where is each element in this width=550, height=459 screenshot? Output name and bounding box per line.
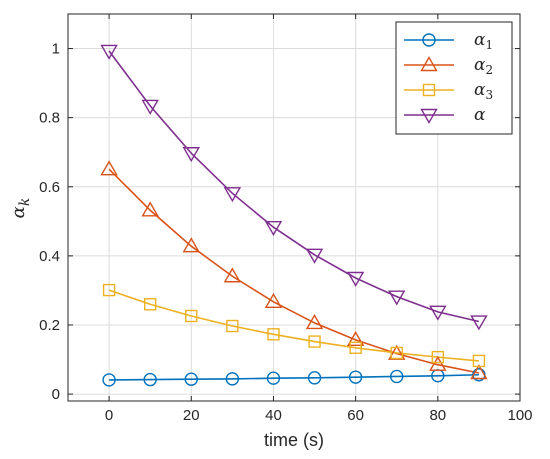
series-line-2 [108,168,480,374]
data-point-series-3 [143,298,157,311]
data-point-series-4 [100,44,118,60]
y-tick-label: 0 [52,386,60,403]
data-point-series-3 [185,309,198,323]
y-tick-label: 0.4 [39,248,60,265]
legend-label-2: α2 [474,55,493,77]
data-point-series-3 [308,335,321,348]
y-axis: 0 0.2 0.4 0.6 0.8 1 [39,41,520,403]
x-axis: 0 20 40 60 80 100 [105,14,533,424]
series-markers [100,44,488,387]
data-point-series-4 [182,147,200,163]
data-point-series-2 [429,355,447,371]
y-axis-title-sub: k [17,198,33,206]
data-point-series-1 [390,369,404,384]
x-tick-label: 20 [183,407,200,424]
legend-marker-1 [422,33,436,47]
series-line-3 [108,289,479,362]
data-point-series-4 [141,99,159,115]
data-point-series-1 [266,371,281,385]
data-point-series-1 [143,372,157,387]
x-axis-title: time (s) [264,430,324,450]
data-point-series-1 [348,370,363,384]
data-point-series-3 [267,328,280,341]
legend-label-3: α3 [474,80,493,102]
data-point-series-3 [226,319,239,333]
legend-label-sub: 3 [485,88,493,102]
legend-marker-2 [420,56,438,72]
data-point-series-4 [223,187,242,203]
legend-label-4: α [474,105,486,125]
x-tick-label: 80 [429,407,446,424]
series-line-4 [108,50,480,323]
data-point-series-3 [102,283,116,297]
legend-box [395,21,513,135]
data-point-series-4 [305,248,324,264]
legend-label-main: α [474,30,486,50]
legend-label-sub: 2 [485,63,493,77]
data-point-series-4 [388,290,406,306]
data-point-series-4 [346,271,365,287]
y-axis-title-main: α [8,206,29,218]
data-point-series-2 [305,314,324,330]
legend-marker-3 [422,83,436,97]
data-point-series-3 [349,341,362,354]
data-point-series-2 [100,160,118,176]
data-point-series-2 [470,364,488,380]
data-point-series-3 [472,354,486,368]
data-point-series-2 [182,237,200,253]
data-point-series-2 [346,330,365,347]
legend-label-sub: 1 [485,38,493,52]
legend-marker-4 [420,108,438,124]
data-point-series-2 [264,292,283,309]
legend-label-main: α [474,105,486,125]
data-point-series-3 [431,350,445,364]
y-tick-label: 0.2 [39,317,60,334]
data-point-series-1 [307,371,322,385]
x-tick-label: 100 [507,407,532,424]
y-tick-label: 0.8 [39,110,60,127]
data-point-series-2 [141,201,159,217]
y-tick-label: 0.6 [39,179,60,196]
x-tick-label: 60 [347,407,364,424]
data-point-series-1 [225,372,240,386]
legend-label-main: α [474,55,486,75]
data-point-series-1 [102,373,116,387]
series-lines [108,50,480,381]
data-point-series-4 [429,305,447,321]
legend-label-1: α1 [474,30,493,52]
data-point-series-4 [470,315,488,331]
series-line-1 [109,373,479,381]
data-point-series-1 [184,372,198,386]
x-tick-label: 40 [265,407,282,424]
data-point-series-3 [390,346,403,360]
plot-frame [67,13,521,402]
legend-label-main: α [474,80,486,100]
data-point-series-4 [264,220,283,237]
y-tick-label: 1 [52,41,60,58]
y-axis-title: αk [8,198,33,219]
x-tick-label: 0 [105,407,113,424]
data-point-series-2 [223,267,242,283]
